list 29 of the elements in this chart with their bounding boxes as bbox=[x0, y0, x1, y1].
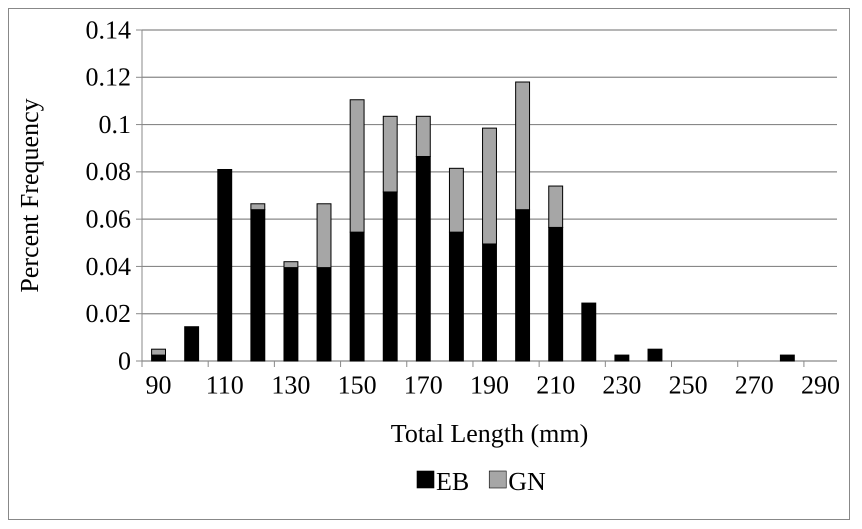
x-tick-label: 270 bbox=[734, 370, 774, 400]
bar bbox=[184, 326, 200, 362]
x-tick-label: 170 bbox=[404, 370, 443, 400]
y-tick-label: 0.14 bbox=[86, 15, 131, 44]
x-tick-label: 110 bbox=[206, 370, 244, 400]
legend-label: GN bbox=[508, 467, 546, 496]
x-axis-title: Total Length (mm) bbox=[390, 419, 588, 448]
x-tick-label: 210 bbox=[536, 370, 576, 400]
x-tick-label: 250 bbox=[668, 370, 708, 400]
x-tick-label: 130 bbox=[271, 370, 310, 400]
x-tick-label: 90 bbox=[146, 370, 172, 400]
x-tick-label: 290 bbox=[800, 370, 840, 400]
y-tick-label: 0.08 bbox=[86, 157, 131, 186]
bar bbox=[780, 354, 795, 362]
bar bbox=[581, 302, 596, 362]
bar bbox=[217, 168, 232, 362]
bar bbox=[614, 354, 630, 362]
legend-label: EB bbox=[436, 467, 470, 496]
y-tick-label: 0 bbox=[118, 346, 131, 376]
y-tick-label: 0.02 bbox=[86, 299, 131, 328]
y-tick-label: 0.1 bbox=[98, 110, 131, 139]
bar bbox=[648, 348, 662, 362]
x-tick-label: 190 bbox=[470, 370, 509, 400]
y-tick-label: 0.12 bbox=[86, 62, 131, 92]
y-axis-title: Percent Frequency bbox=[15, 98, 44, 293]
y-tick-label: 0.06 bbox=[86, 204, 131, 234]
x-tick-label: 230 bbox=[602, 370, 642, 400]
y-tick-label: 0.04 bbox=[86, 252, 131, 281]
x-tick-label: 150 bbox=[338, 370, 377, 400]
